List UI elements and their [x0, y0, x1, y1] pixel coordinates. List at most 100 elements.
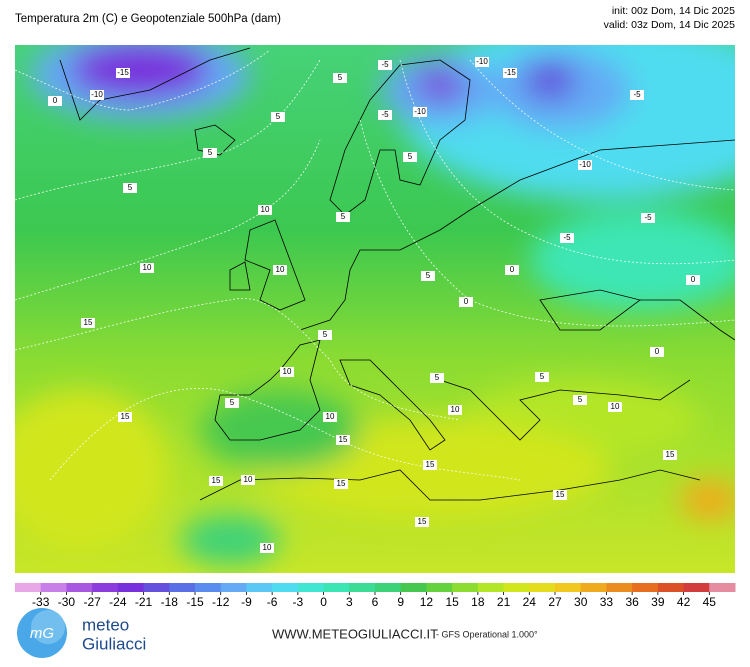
contour-label: 15 [212, 476, 221, 485]
colorbar-swatch [606, 583, 633, 592]
contour-label: 15 [556, 490, 565, 499]
contour-label-bg [503, 68, 517, 78]
contour-label: 5 [426, 271, 431, 280]
colorbar-swatch [92, 583, 119, 592]
contour-label: 10 [143, 263, 152, 272]
colorbar-tick-label: -30 [58, 595, 76, 609]
contour-label: 15 [339, 435, 348, 444]
contour-label-bg [203, 148, 217, 158]
contour-label: 15 [418, 517, 427, 526]
logo-bottom: Giuliacci [82, 634, 146, 653]
colorbar-swatch [452, 583, 479, 592]
contour-label: 5 [208, 148, 213, 157]
contour-label: 10 [283, 367, 292, 376]
colorbar-tick-label: -18 [161, 595, 179, 609]
contour-label-bg [535, 372, 549, 382]
contour-label-bg [421, 271, 435, 281]
colorbar-swatch [323, 583, 350, 592]
colorbar-swatch [632, 583, 659, 592]
contour-label-bg [650, 347, 664, 357]
contour-label-bg [573, 395, 587, 405]
contour-label-bg [413, 107, 427, 117]
contour-label: 5 [230, 398, 235, 407]
contour-label-bg [430, 373, 444, 383]
colorbar-tick-label: -9 [241, 595, 252, 609]
contour-label: 5 [435, 373, 440, 382]
contour-label: -5 [644, 213, 652, 222]
colorbar-swatch [15, 583, 42, 592]
colorbar-swatch [375, 583, 402, 592]
colorbar-swatch [555, 583, 582, 592]
contour-label: -10 [91, 90, 103, 99]
colorbar-swatch [477, 583, 505, 592]
colorbar-swatch [426, 583, 453, 592]
contour-label: 0 [510, 265, 515, 274]
contour-label: -5 [381, 60, 389, 69]
colorbar-swatch [195, 583, 222, 592]
colorbar-tick-label: 30 [574, 595, 588, 609]
contour-label-bg [553, 490, 567, 500]
website: WWW.METEOGIULIACCI.IT [272, 626, 438, 641]
colorbar-tick-label: 18 [471, 595, 485, 609]
contour-label-bg [273, 265, 287, 275]
contour-label: 0 [464, 297, 469, 306]
colorbar-swatch [66, 583, 93, 592]
contour-label-bg [630, 90, 644, 100]
contour-label: 0 [655, 347, 660, 356]
colorbar-tick-label: 12 [420, 595, 434, 609]
contour-label-bg [334, 479, 348, 489]
contour-label-bg [378, 60, 392, 70]
contour-label: 15 [666, 450, 675, 459]
colorbar-swatch [349, 583, 376, 592]
contour-label-bg [686, 275, 700, 285]
colorbar-tick-label: 24 [523, 595, 537, 609]
contour-label-bg [448, 405, 462, 415]
contour-label-bg [578, 160, 592, 170]
colorbar-swatch [580, 583, 607, 592]
colorbar-swatch [272, 583, 299, 592]
contour-label-bg [123, 183, 137, 193]
colorbar-tick-label: -15 [186, 595, 204, 609]
colorbar-tick-label: -6 [267, 595, 278, 609]
contour-label-bg [280, 367, 294, 377]
contour-label-bg [140, 263, 154, 273]
colorbar-tick-label: 27 [548, 595, 562, 609]
colorbar-tick-label: 42 [677, 595, 691, 609]
colorbar-tick-label: 15 [445, 595, 459, 609]
contour-label: 5 [276, 112, 281, 121]
colorbar-tick-label: 6 [372, 595, 379, 609]
colorbar-tick-label: -24 [109, 595, 127, 609]
contour-label-bg [118, 412, 132, 422]
contour-label-bg [641, 213, 655, 223]
contour-label-bg [116, 68, 130, 78]
colorbar-swatch [40, 583, 67, 592]
colorbar-tick-label: -33 [32, 595, 50, 609]
contour-label-bg [378, 110, 392, 120]
contour-label-bg [48, 96, 62, 106]
logo-top: meteo [82, 615, 129, 634]
contour-label: 15 [337, 479, 346, 488]
colorbar-tick-label: 33 [600, 595, 614, 609]
contour-label: 10 [244, 475, 253, 484]
contour-label-bg [258, 205, 272, 215]
contour-label: 15 [121, 412, 130, 421]
contour-label-bg [336, 435, 350, 445]
valid-time: valid: 03z Dom, 14 Dic 2025 [604, 19, 735, 31]
contour-label: 10 [263, 543, 272, 552]
contour-label-bg [318, 330, 332, 340]
colorbar-swatch [297, 583, 325, 592]
contour-label: 0 [53, 96, 58, 105]
contour-label: -15 [117, 68, 129, 77]
contour-label-bg [608, 402, 622, 412]
contour-label: -5 [563, 233, 571, 242]
contour-label: -5 [633, 90, 641, 99]
contour-label-bg [90, 90, 104, 100]
contour-label-bg [81, 318, 95, 328]
colorbar-swatch [220, 583, 247, 592]
contour-label-bg [333, 73, 347, 83]
contour-label-bg [225, 398, 239, 408]
map: -15 -10 0 5 5 10 10 15 15 5 5 -5 -10 -5 -15 -10 -5 -10 -5 -… [15, 45, 735, 573]
contour-label: 10 [611, 402, 620, 411]
contour-label: -10 [476, 57, 488, 66]
contour-label: 5 [578, 395, 583, 404]
